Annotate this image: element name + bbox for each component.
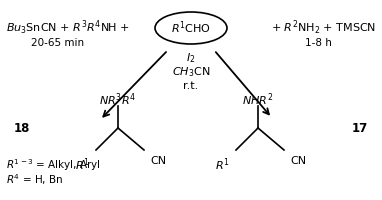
Text: $NHR^2$: $NHR^2$ (242, 92, 274, 108)
Text: $R^1$: $R^1$ (215, 156, 230, 173)
Text: $NR^3R^4$: $NR^3R^4$ (99, 92, 136, 108)
Text: CN: CN (150, 156, 166, 166)
Text: 17: 17 (352, 121, 368, 134)
Text: $R^4$ = H, Bn: $R^4$ = H, Bn (6, 173, 63, 187)
Text: + $R^2$NH$_2$ + TMSCN: + $R^2$NH$_2$ + TMSCN (271, 19, 376, 37)
Text: $CH_3$CN: $CH_3$CN (172, 65, 210, 79)
Text: CN: CN (290, 156, 306, 166)
Text: $R^1$CHO: $R^1$CHO (171, 20, 211, 36)
Text: $Bu_3$SnCN + $R^3R^4$NH +: $Bu_3$SnCN + $R^3R^4$NH + (6, 19, 130, 37)
Text: 18: 18 (14, 121, 31, 134)
Text: $R^{1-3}$ = Alkyl, Aryl: $R^{1-3}$ = Alkyl, Aryl (6, 157, 101, 173)
Text: 20-65 min: 20-65 min (31, 38, 84, 48)
Text: r.t.: r.t. (183, 81, 199, 91)
Text: 1-8 h: 1-8 h (304, 38, 332, 48)
Text: $R^1$: $R^1$ (75, 156, 90, 173)
Text: $I_2$: $I_2$ (186, 51, 196, 65)
